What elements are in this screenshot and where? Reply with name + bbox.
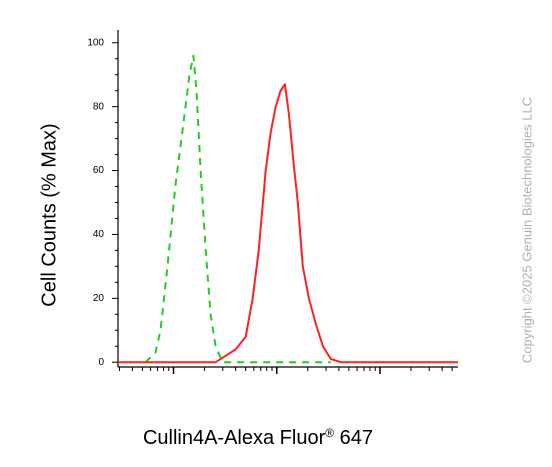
y-tick-label: 20: [93, 293, 105, 304]
y-tick-label: 60: [93, 165, 105, 176]
y-tick-label: 100: [87, 37, 104, 48]
x-label-suffix: 647: [334, 427, 373, 449]
y-tick-label: 40: [93, 229, 105, 240]
x-label-text: Cullin4A-Alexa Fluor: [143, 427, 326, 449]
y-tick-label: 0: [98, 357, 104, 368]
x-axis-label: Cullin4A-Alexa Fluor® 647: [143, 426, 373, 449]
x-label-sup: ®: [325, 426, 334, 440]
series-line: [118, 83, 458, 364]
y-tick-label: 80: [93, 101, 105, 112]
watermark: Copyright ©2025 Genuin Biotechnologies L…: [519, 97, 534, 363]
y-axis-label: Cell Counts (% Max): [38, 123, 60, 306]
series-line: [144, 54, 331, 364]
